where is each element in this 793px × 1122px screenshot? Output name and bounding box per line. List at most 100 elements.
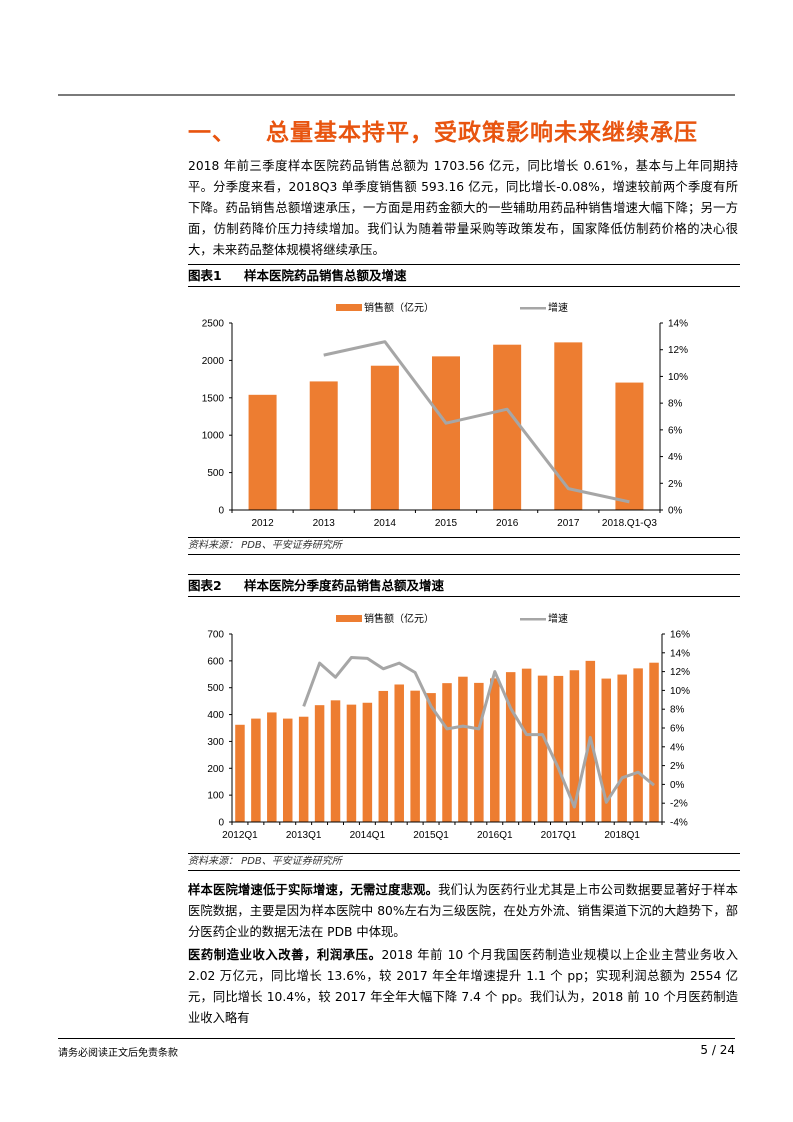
- bar: [314, 705, 325, 822]
- sales-quarterly-chart: 销售额（亿元） 增速 0 100 200 300 400 500 600 700 -4% -2% 0% 2…: [207, 612, 690, 841]
- growth-line: [323, 340, 630, 504]
- left-tick-label: 2000: [202, 356, 225, 367]
- left-tick-label: 400: [207, 710, 224, 721]
- figure-2-chart: 销售额（亿元） 增速 0 100 200 300 400 500 600 700 -4% -2% 0% 2…: [188, 602, 740, 850]
- right-tick-label: 10%: [670, 686, 690, 697]
- paragraph-3: 医药制造业收入改善，利润承压。2018 年前 10 个月我国医药制造业规模以上企…: [188, 945, 738, 1029]
- bar: [493, 344, 522, 510]
- x-tick-label: 2013: [313, 518, 336, 529]
- bar: [426, 693, 436, 822]
- x-tick-label: 2014: [374, 518, 397, 529]
- legend-line-swatch: [520, 618, 546, 621]
- bar: [370, 365, 399, 510]
- figure-1-header: 图表1 样本医院药品销售总额及增速: [188, 264, 740, 287]
- sales-annual-chart: 销售额（亿元） 增速 0 500 1000 1500 2000 2500 0% 2% 4% 6% 8% 1…: [202, 301, 688, 529]
- bar: [474, 682, 484, 822]
- right-tick-label: 4%: [668, 452, 683, 463]
- bar: [633, 668, 643, 822]
- bar: [537, 675, 548, 822]
- right-tick-label: 12%: [668, 345, 688, 356]
- x-tick-label: 2017Q1: [541, 830, 577, 841]
- figure-1-label: 图表1: [188, 268, 222, 283]
- paragraph-2-body: 我们认为医药行业尤其是上市公司数据要显著好于样本医院数据，主要是因为样本医院中 …: [188, 883, 738, 939]
- figure-2-header: 图表2 样本医院分季度药品销售总额及增速: [188, 574, 740, 597]
- left-tick-label: 300: [207, 737, 224, 748]
- left-tick-label: 1500: [202, 393, 225, 404]
- legend-bar-label: 销售额（亿元）: [364, 612, 434, 625]
- figure-1-title: 样本医院药品销售总额及增速: [244, 268, 407, 283]
- figure-2-source: 资料来源： PDB、平安证券研究所: [188, 853, 740, 871]
- right-tick-label: 4%: [670, 742, 685, 753]
- bar: [505, 672, 516, 822]
- bar: [235, 724, 245, 822]
- paragraph-2: 样本医院增速低于实际增速，无需过度悲观。我们认为医药行业尤其是上市公司数据要显著…: [188, 880, 738, 943]
- bar: [569, 670, 580, 822]
- right-tick-label: 10%: [668, 372, 688, 383]
- right-tick-label: 2%: [668, 479, 683, 490]
- legend-bar-swatch: [336, 304, 362, 311]
- bar: [248, 394, 277, 510]
- bar: [554, 342, 583, 510]
- section-heading: 总量基本持平，受政策影响未来继续承压: [266, 120, 698, 146]
- section-number: 一、: [188, 120, 236, 146]
- left-tick-label: 2500: [202, 319, 225, 330]
- left-tick-label: 700: [207, 630, 224, 641]
- chart-legend: 销售额（亿元） 增速: [336, 301, 568, 314]
- bar: [553, 675, 564, 822]
- x-tick-label: 2014Q1: [350, 830, 386, 841]
- paragraph-3-body: 2018 年前 10 个月我国医药制造业规模以上企业主营业务收入 2.02 万亿…: [188, 948, 738, 1025]
- right-tick-label: 8%: [670, 705, 685, 716]
- section-title: 一、 总量基本持平，受政策影响未来继续承压: [188, 113, 698, 147]
- right-tick-label: 14%: [670, 648, 690, 659]
- bar: [330, 700, 341, 822]
- header-rule: [58, 94, 735, 96]
- chart-legend: 销售额（亿元） 增速: [336, 612, 568, 625]
- bar: [267, 712, 277, 822]
- bar: [490, 678, 500, 822]
- bar: [282, 718, 293, 822]
- right-tick-label: 0%: [668, 506, 683, 517]
- right-tick-label: 2%: [670, 761, 685, 772]
- left-tick-label: 100: [207, 791, 224, 802]
- right-tick-label: 14%: [668, 319, 688, 330]
- legend-line-label: 增速: [548, 612, 568, 625]
- figure-2-title: 样本医院分季度药品销售总额及增速: [244, 578, 445, 593]
- x-tick-label: 2015Q1: [413, 830, 449, 841]
- left-tick-label: 0: [218, 818, 224, 829]
- left-tick-label: 0: [218, 506, 224, 517]
- legend-bar-label: 销售额（亿元）: [364, 301, 434, 314]
- x-tick-label: 2016Q1: [477, 830, 513, 841]
- bar: [442, 683, 452, 822]
- legend-line-swatch: [520, 307, 546, 310]
- bar: [601, 678, 612, 822]
- left-tick-label: 500: [207, 468, 224, 479]
- bar: [346, 704, 357, 822]
- x-tick-label: 2018.Q1-Q3: [602, 518, 657, 529]
- right-tick-label: 8%: [668, 399, 683, 410]
- figure-2-label: 图表2: [188, 578, 222, 593]
- left-tick-label: 600: [207, 656, 224, 667]
- left-tick-label: 500: [207, 683, 224, 694]
- left-tick-label: 200: [207, 764, 224, 775]
- bar: [617, 674, 627, 822]
- x-tick-label: 2017: [557, 518, 580, 529]
- legend-line-label: 增速: [548, 301, 568, 314]
- footer-disclaimer[interactable]: 请务必阅读正文后免责条款: [58, 1048, 178, 1059]
- right-tick-label: 6%: [668, 425, 683, 436]
- bar: [298, 716, 309, 822]
- bar: [378, 690, 389, 822]
- bar: [394, 684, 404, 822]
- right-tick-label: 16%: [670, 630, 690, 641]
- x-tick-label: 2018Q1: [604, 830, 640, 841]
- bar: [309, 381, 338, 510]
- legend-bar-swatch: [336, 615, 362, 622]
- bar: [521, 668, 532, 822]
- intro-paragraph: 2018 年前三季度样本医院药品销售总额为 1703.56 亿元，同比增长 0.…: [188, 159, 738, 257]
- paragraph-3-lead: 医药制造业收入改善，利润承压。: [188, 948, 382, 962]
- bar: [251, 718, 261, 822]
- right-tick-label: -4%: [670, 818, 688, 829]
- right-tick-label: 6%: [670, 724, 685, 735]
- bar: [458, 676, 468, 822]
- growth-line: [302, 656, 655, 809]
- bar: [410, 690, 420, 822]
